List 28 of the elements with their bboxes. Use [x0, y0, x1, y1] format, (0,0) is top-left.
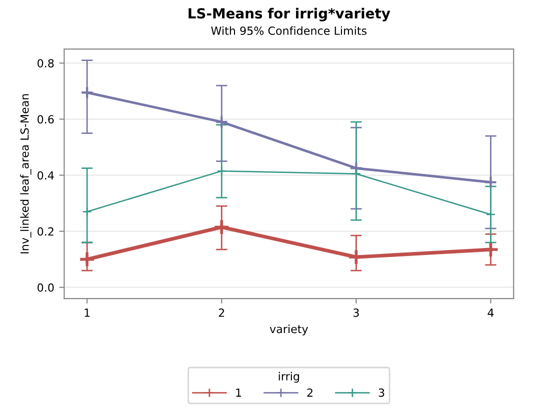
x-tick-label: 3: [353, 308, 359, 317]
chart-title: LS-Means for irrig*variety: [188, 8, 390, 22]
chart-subtitle: With 95% Confidence Limits: [211, 26, 367, 35]
y-axis-title: Inv_linked leaf_area LS-Mean: [20, 94, 32, 254]
legend-label: 1: [236, 388, 242, 397]
x-tick-label: 2: [218, 308, 224, 317]
point: [82, 206, 92, 217]
point: [213, 218, 230, 236]
legend-title: irrig: [278, 372, 299, 383]
point: [216, 166, 226, 176]
point: [351, 168, 362, 179]
x-axis-title: variety: [270, 324, 308, 336]
point: [215, 115, 228, 129]
y-tick-label: 0.8: [38, 59, 54, 68]
x-tick-label: 1: [84, 308, 90, 317]
point: [350, 162, 363, 175]
legend-label: 3: [378, 388, 384, 397]
y-tick-label: 0.4: [38, 171, 54, 180]
legend-label: 2: [307, 388, 312, 397]
point: [482, 241, 500, 258]
point: [486, 210, 496, 220]
point: [78, 250, 96, 268]
x-tick-label: 4: [488, 308, 494, 317]
y-tick-label: 0.0: [38, 283, 54, 292]
point: [484, 176, 498, 189]
y-tick-label: 0.2: [38, 227, 54, 236]
point: [80, 86, 94, 100]
y-tick-label: 0.6: [38, 115, 54, 124]
